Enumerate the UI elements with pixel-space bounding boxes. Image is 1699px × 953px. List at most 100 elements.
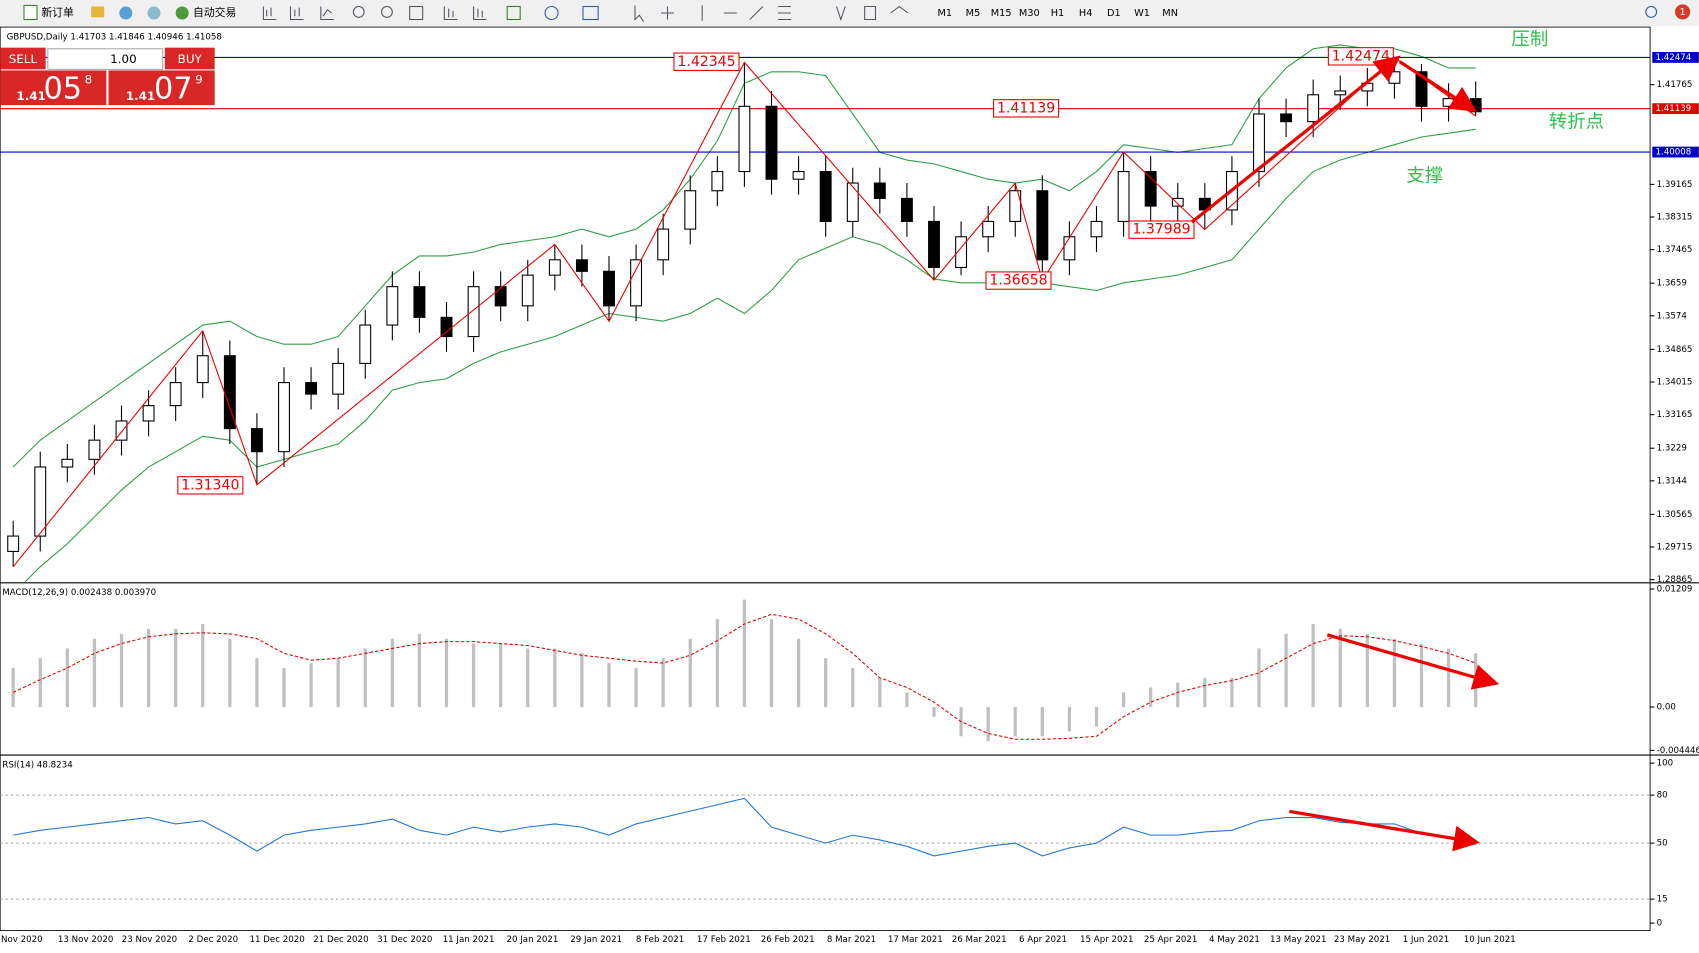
timeframe[interactable]: M5	[966, 8, 981, 19]
auto-trading-icon[interactable]	[175, 6, 189, 20]
price-annotation: 1.37989	[1132, 222, 1190, 238]
buy-label: BUY	[178, 52, 203, 66]
tool[interactable]	[582, 5, 599, 21]
candle-body	[1009, 190, 1022, 222]
sell-button[interactable]	[0, 47, 46, 70]
y-tick-label: 1.3229	[1657, 444, 1687, 454]
candle-body	[1090, 220, 1103, 238]
y-tick-label: 0.01209	[1657, 585, 1693, 595]
toolbar	[0, 0, 1699, 26]
auto-trading[interactable]: 自动交易	[193, 5, 236, 19]
timeframe[interactable]: M30	[1019, 8, 1040, 19]
candle-body	[440, 316, 453, 338]
y-tick-label: 1.3144	[1657, 476, 1688, 486]
x-tick-label: 23 May 2021	[1334, 935, 1390, 945]
candle-body	[169, 382, 182, 407]
timeframes: M1 M5 M15 M30 H1 H4 D1 W1 MN	[938, 8, 1179, 19]
divergence-arrow	[1289, 809, 1480, 852]
new-order-icon[interactable]	[23, 4, 38, 21]
ask-box[interactable]	[108, 70, 215, 106]
x-tick-label: 26 Feb 2021	[761, 935, 815, 945]
x-tick-label: 11 Jan 2021	[443, 935, 495, 945]
x-tick-label: 17 Mar 2021	[888, 935, 943, 945]
candle-body	[1415, 71, 1428, 107]
y-tick-label: 15	[1657, 895, 1668, 905]
plot	[0, 44, 1651, 582]
x-tick-label: 26 Mar 2021	[952, 935, 1007, 945]
tool[interactable]	[409, 5, 424, 21]
search[interactable]	[1645, 5, 1658, 18]
level-tag	[1652, 146, 1699, 158]
icon[interactable]	[147, 6, 161, 20]
tool[interactable]	[352, 5, 365, 18]
ask-big: 07	[154, 71, 193, 106]
x-tick-label: 11 Dec 2020	[249, 935, 304, 945]
candle-body	[603, 270, 615, 307]
level-tag-label: 1.42474	[1656, 53, 1692, 63]
x-tick-label: 29 Jan 2021	[570, 935, 622, 945]
chart-header: GBPUSD,Daily 1.41703 1.41846 1.40946 1.4…	[7, 32, 222, 42]
tool[interactable]	[473, 6, 487, 21]
y-tick-label: 1.30565	[1657, 510, 1693, 520]
panel-title: MACD(12,26,9) 0.002438 0.003970	[2, 588, 156, 598]
x-tick-label: 13 May 2021	[1270, 935, 1326, 945]
x-tick-label: 8 Mar 2021	[827, 935, 876, 945]
tool[interactable]	[320, 6, 334, 21]
sell-label: SELL	[9, 52, 38, 66]
y-tick-label: 1.34865	[1657, 345, 1693, 355]
price-annotation-box	[177, 476, 244, 495]
new-order[interactable]: 新订单	[41, 5, 74, 19]
price-annotation-box	[1128, 220, 1195, 239]
candle-body	[684, 190, 697, 230]
candle-body	[928, 220, 940, 269]
candle-body	[305, 382, 318, 395]
y-tick-label: 1.28865	[1657, 575, 1693, 585]
note: 支撑	[1406, 166, 1443, 187]
timeframe[interactable]: M1	[938, 8, 953, 19]
candle-body	[738, 105, 751, 173]
tool[interactable]	[506, 5, 521, 21]
candle-body	[792, 171, 805, 180]
x-tick-label: Nov 2020	[1, 935, 43, 945]
x-tick-label: 10 Jun 2021	[1464, 935, 1516, 945]
tools	[262, 5, 909, 22]
x-tick-label: 8 Feb 2021	[636, 935, 684, 945]
tool[interactable]	[443, 6, 458, 21]
x-tick-label: 4 May 2021	[1209, 935, 1260, 945]
price-annotation: 1.41139	[997, 100, 1055, 116]
y-tick-label: 80	[1657, 791, 1668, 801]
candle-body	[494, 286, 507, 307]
lot-field[interactable]	[47, 48, 164, 70]
price-annotation-box	[673, 52, 740, 71]
tool[interactable]	[289, 6, 304, 21]
candle-body	[575, 259, 588, 272]
timeframe[interactable]: D1	[1107, 8, 1121, 19]
icon[interactable]	[119, 6, 133, 20]
candle-body	[250, 428, 263, 453]
candle-body	[467, 286, 480, 338]
price-annotation: 1.42474	[1332, 48, 1390, 64]
candle-body	[142, 405, 155, 422]
x-tick-label: 23 Nov 2020	[122, 935, 177, 945]
candle-body	[1307, 94, 1320, 123]
bid-box[interactable]	[0, 70, 107, 106]
tool[interactable]	[380, 5, 393, 18]
tool[interactable]	[634, 5, 909, 22]
timeframe[interactable]: M15	[991, 8, 1012, 19]
timeframe[interactable]: H1	[1051, 8, 1065, 19]
alert-badge[interactable]	[1675, 4, 1691, 20]
tool[interactable]	[544, 5, 559, 21]
candle-body	[88, 439, 101, 460]
candle-body	[521, 274, 534, 307]
buy-button[interactable]	[164, 47, 215, 70]
candle-body	[1171, 197, 1184, 207]
timeframe[interactable]: H4	[1079, 8, 1093, 19]
timeframe[interactable]: MN	[1162, 8, 1178, 19]
timeframe[interactable]: W1	[1134, 8, 1150, 19]
tool[interactable]	[262, 6, 277, 21]
y-tick-label: 0.00	[1657, 703, 1676, 713]
y-tick-label: 100	[1657, 759, 1674, 769]
icon[interactable]	[91, 6, 105, 18]
candle-body	[1117, 171, 1130, 222]
